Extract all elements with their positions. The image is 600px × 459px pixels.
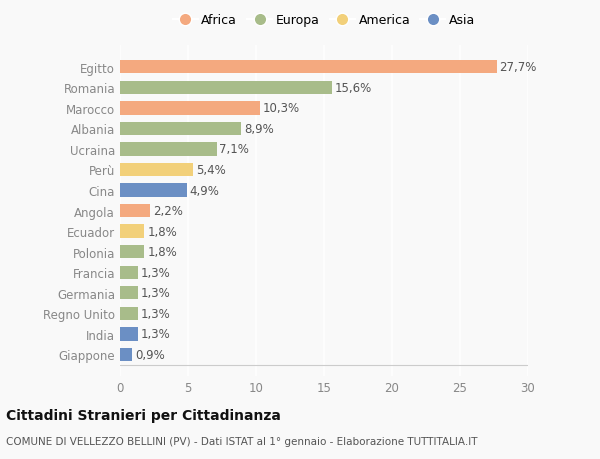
Text: 1,3%: 1,3%: [140, 307, 170, 320]
Text: 2,2%: 2,2%: [152, 205, 182, 218]
Text: 1,3%: 1,3%: [140, 328, 170, 341]
Bar: [120, 163, 193, 177]
Bar: [120, 204, 150, 218]
Bar: [120, 307, 137, 320]
Bar: [120, 246, 145, 259]
Bar: [120, 102, 260, 115]
Text: 1,8%: 1,8%: [147, 225, 177, 238]
Text: 4,9%: 4,9%: [190, 184, 219, 197]
Legend: Africa, Europa, America, Asia: Africa, Europa, America, Asia: [167, 9, 481, 32]
Text: 10,3%: 10,3%: [263, 102, 300, 115]
Bar: [120, 266, 137, 280]
Text: 1,3%: 1,3%: [140, 266, 170, 279]
Bar: [120, 184, 187, 197]
Text: 0,9%: 0,9%: [135, 348, 165, 361]
Bar: [120, 143, 217, 156]
Text: 1,3%: 1,3%: [140, 287, 170, 300]
Bar: [120, 328, 137, 341]
Bar: [120, 123, 241, 136]
Text: 15,6%: 15,6%: [335, 82, 372, 95]
Text: 8,9%: 8,9%: [244, 123, 274, 135]
Bar: [120, 286, 137, 300]
Bar: [120, 348, 132, 361]
Text: 7,1%: 7,1%: [219, 143, 249, 156]
Bar: [120, 81, 332, 95]
Text: 1,8%: 1,8%: [147, 246, 177, 258]
Text: COMUNE DI VELLEZZO BELLINI (PV) - Dati ISTAT al 1° gennaio - Elaborazione TUTTIT: COMUNE DI VELLEZZO BELLINI (PV) - Dati I…: [6, 436, 478, 446]
Text: 5,4%: 5,4%: [196, 164, 226, 177]
Text: 27,7%: 27,7%: [499, 61, 537, 74]
Bar: [120, 225, 145, 238]
Bar: [120, 61, 497, 74]
Text: Cittadini Stranieri per Cittadinanza: Cittadini Stranieri per Cittadinanza: [6, 409, 281, 422]
